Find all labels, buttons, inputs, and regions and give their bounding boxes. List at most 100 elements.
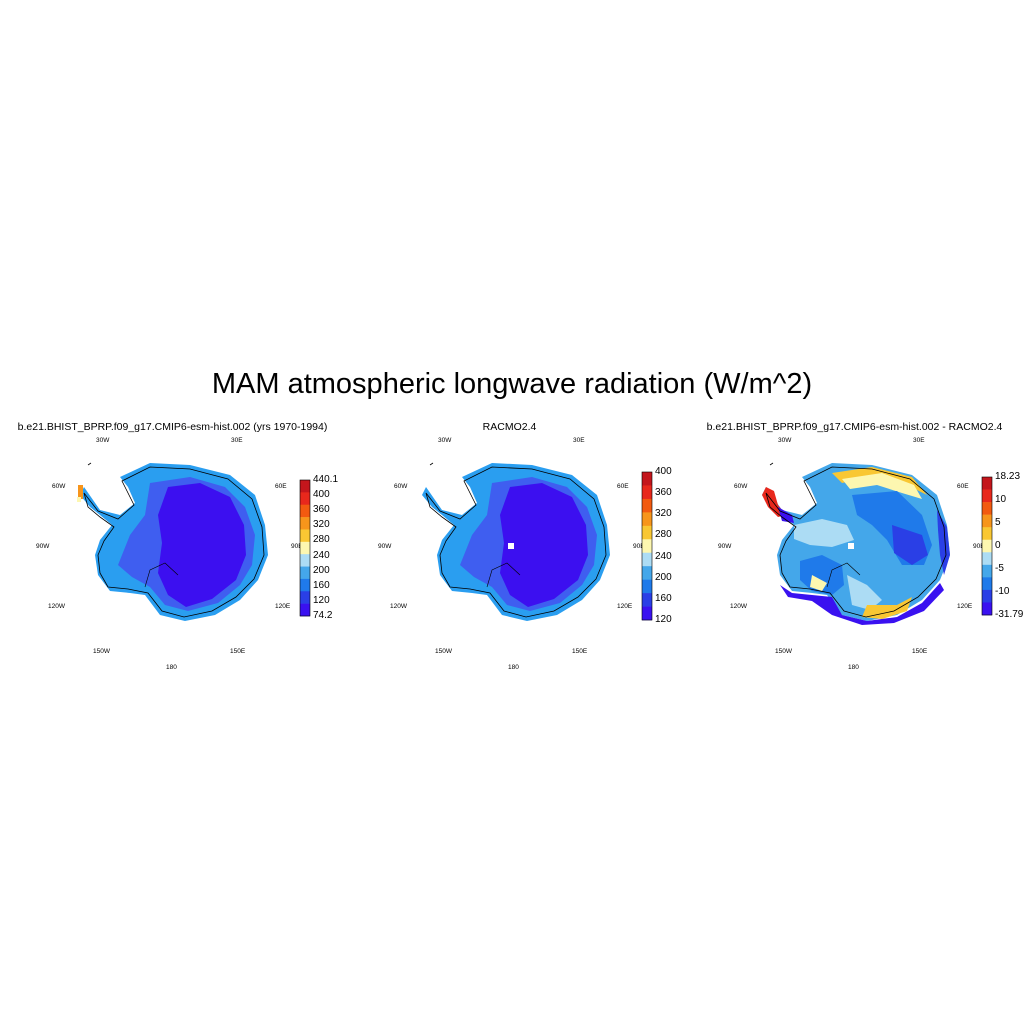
colorbar-tick-label: 240	[313, 549, 330, 561]
colorbar-tick-label: 360	[313, 504, 330, 516]
colorbar-swatch	[982, 502, 992, 515]
lon-label: 60W	[394, 483, 408, 490]
colorbar-frame	[641, 471, 653, 621]
colorbar-swatch	[300, 492, 310, 506]
lon-label: 30W	[438, 437, 452, 444]
antarctica-map	[422, 462, 610, 621]
colorbar-tick-label: 320	[655, 508, 672, 520]
lon-label: 120E	[957, 603, 973, 610]
lon-label: 120W	[48, 603, 65, 610]
lon-label: 120E	[617, 603, 633, 610]
panel-model: b.e21.BHIST_BPRP.f09_g17.CMIP6-esm-hist.…	[0, 415, 345, 685]
colorbar-swatch	[982, 589, 992, 603]
colorbar-swatch	[982, 489, 992, 503]
lon-label: 120W	[390, 603, 407, 610]
colorbar-swatch	[300, 566, 310, 580]
lon-label: 150E	[230, 648, 246, 655]
colorbar-swatch	[982, 552, 992, 566]
colorbar-swatch	[982, 539, 992, 553]
colorbar-swatch	[642, 552, 652, 567]
colorbar-swatch	[642, 512, 652, 527]
colorbar	[981, 476, 993, 616]
lon-label: 90E	[633, 543, 645, 550]
figure-title: MAM atmospheric longwave radiation (W/m^…	[211, 368, 813, 400]
colorbar-tick-label: 280	[313, 534, 330, 546]
lon-label: 150W	[775, 648, 792, 655]
lon-label: 90E	[291, 543, 303, 550]
lon-label: 60W	[52, 483, 66, 490]
colorbar-frame	[981, 476, 993, 616]
panel-difference: b.e21.BHIST_BPRP.f09_g17.CMIP6-esm-hist.…	[682, 415, 1024, 685]
colorbar-tick-label: 200	[655, 571, 672, 583]
colorbar-tick-label: 240	[655, 550, 672, 562]
colorbar-tick-label: 440.1	[313, 474, 339, 485]
lon-label: 150E	[572, 648, 588, 655]
colorbar-tick-label: 280	[655, 529, 672, 541]
lon-label: 30E	[231, 437, 243, 444]
colorbar-tick-label: 400	[313, 489, 330, 501]
colorbar-tick-label: -10	[995, 586, 1010, 597]
panel-racmo: RACMO2.4 30W 30E 60W 60E 90W 90E 120W 12…	[342, 415, 687, 685]
colorbar-tick-label: 400	[655, 466, 672, 477]
colorbar-swatch	[642, 593, 652, 607]
colorbar-swatch	[300, 541, 310, 555]
antarctica-map	[762, 462, 950, 625]
colorbar-tick-label: 18.23	[995, 471, 1021, 482]
lon-label: 150E	[912, 648, 928, 655]
colorbar-tick-label: 160	[313, 579, 330, 591]
colorbar-tick-label: 200	[313, 564, 330, 576]
lon-label: 150W	[435, 648, 452, 655]
colorbar-swatch	[642, 472, 652, 486]
lon-label: 150W	[93, 648, 110, 655]
colorbar-tick-label: 10	[995, 494, 1007, 505]
colorbar-tick-label: -5	[995, 563, 1004, 574]
colorbar-swatch	[300, 517, 310, 530]
lon-label: 90W	[378, 543, 392, 550]
colorbar-tick-label: 74.2	[313, 610, 333, 621]
colorbar-tick-label: 5	[995, 517, 1001, 528]
lon-label: 90W	[36, 543, 50, 550]
panel-title: b.e21.BHIST_BPRP.f09_g17.CMIP6-esm-hist.…	[17, 421, 328, 433]
colorbar-tick-label: 360	[655, 487, 672, 499]
panel-title: b.e21.BHIST_BPRP.f09_g17.CMIP6-esm-hist.…	[706, 421, 1003, 433]
colorbar-tick-label: 160	[655, 592, 672, 604]
colorbar-swatch	[982, 527, 992, 541]
colorbar-swatch	[300, 529, 310, 543]
colorbar-swatch	[300, 480, 310, 493]
colorbar-swatch	[982, 602, 992, 616]
colorbar-tick-label: 120	[655, 614, 672, 625]
colorbar-swatch	[642, 579, 652, 594]
lon-label: 30E	[913, 437, 925, 444]
colorbar-swatch	[300, 578, 310, 592]
colorbar	[641, 471, 653, 621]
colorbar-swatch	[642, 525, 652, 540]
colorbar-tick-label: 320	[313, 519, 330, 531]
lon-label: 90E	[973, 543, 985, 550]
colorbar-tick-label: 120	[313, 594, 330, 606]
lon-label: 60E	[957, 483, 969, 490]
lon-label: 30E	[573, 437, 585, 444]
lon-label: 180	[508, 664, 519, 671]
colorbar-swatch	[642, 485, 652, 500]
colorbar-swatch	[642, 566, 652, 580]
lon-label: 180	[848, 664, 859, 671]
lon-label: 120E	[275, 603, 291, 610]
colorbar-swatch	[982, 514, 992, 528]
lon-label: 60E	[275, 483, 287, 490]
colorbar-swatch	[300, 603, 310, 617]
colorbar-frame	[299, 479, 311, 617]
antarctica-map	[77, 462, 268, 621]
colorbar-swatch	[642, 539, 652, 554]
lon-label: 120W	[730, 603, 747, 610]
lon-label: 180	[166, 664, 177, 671]
lon-label: 60W	[734, 483, 748, 490]
colorbar-swatch	[982, 477, 992, 490]
lon-label: 30W	[96, 437, 110, 444]
colorbar-swatch	[982, 577, 992, 591]
colorbar-swatch	[642, 606, 652, 621]
colorbar-tick-label: -31.79	[995, 609, 1024, 620]
lon-label: 60E	[617, 483, 629, 490]
colorbar-swatch	[300, 504, 310, 518]
colorbar	[299, 479, 311, 617]
colorbar-swatch	[642, 498, 652, 513]
